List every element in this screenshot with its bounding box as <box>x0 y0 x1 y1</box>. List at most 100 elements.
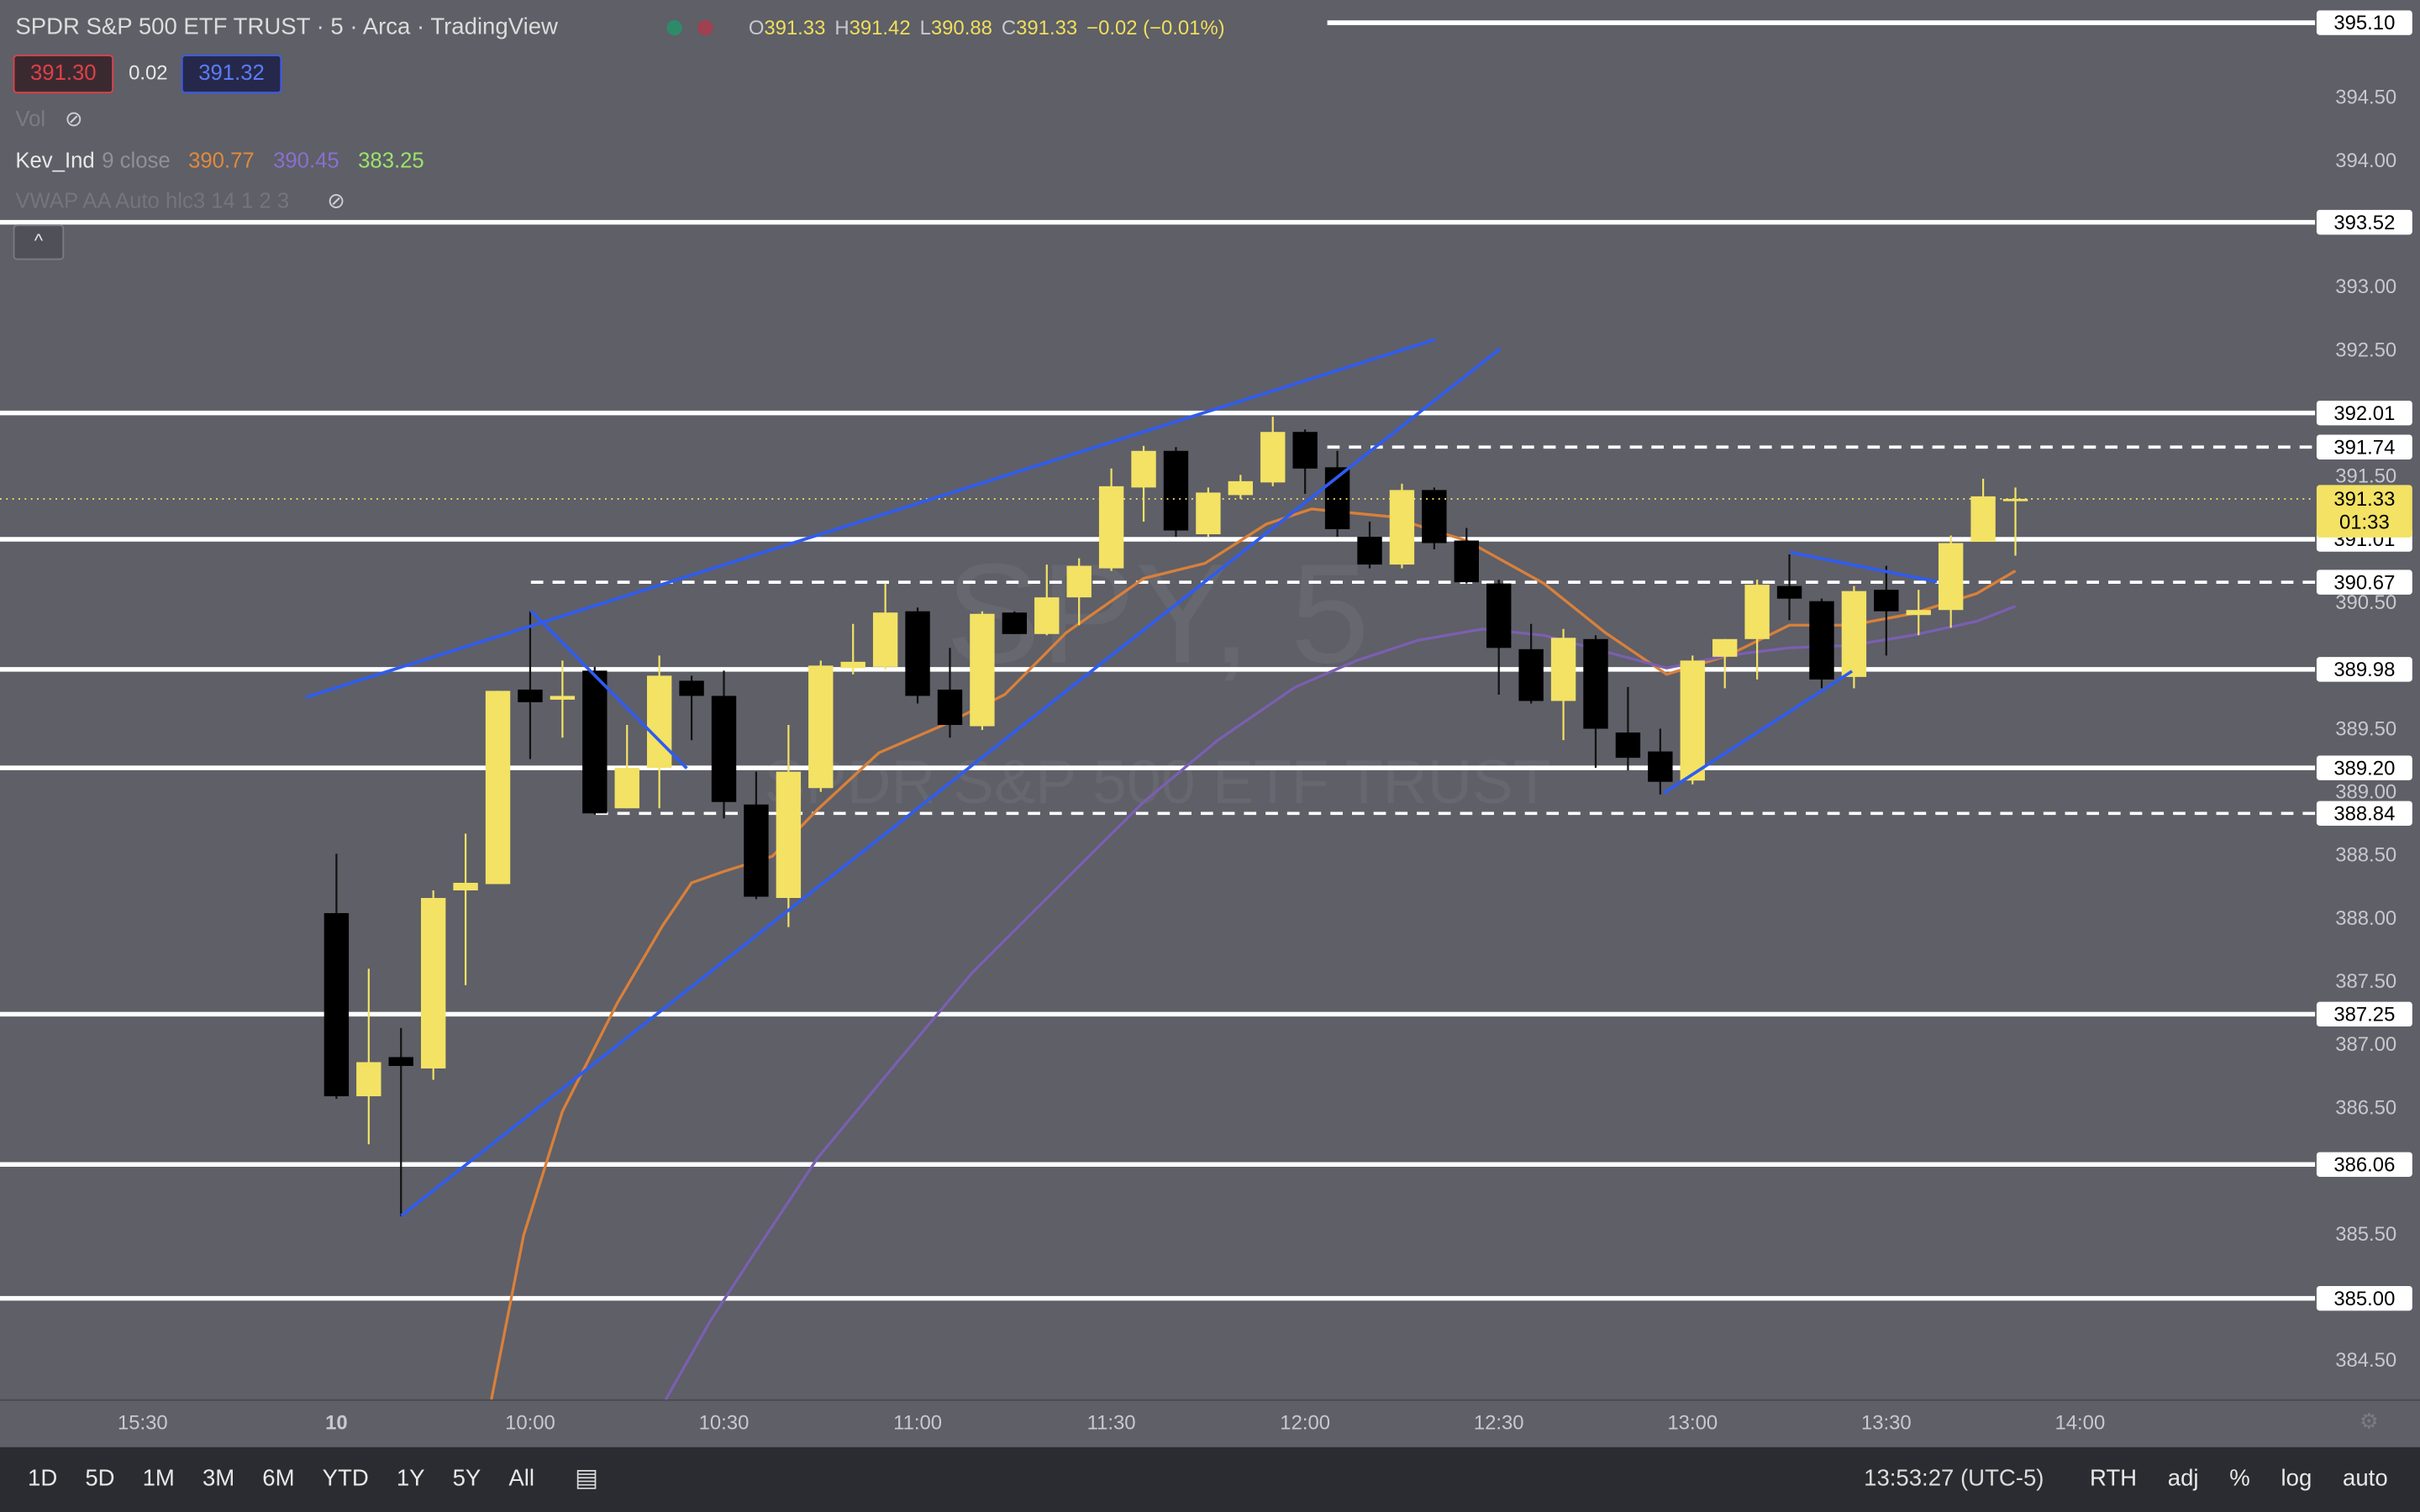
level-label-box <box>2316 755 2412 780</box>
level-label-box <box>2316 434 2412 459</box>
ohlc-value: 391.33 <box>764 17 825 39</box>
level-label-box <box>2316 10 2412 35</box>
bid: 391.30 <box>30 61 97 85</box>
candle-body <box>872 612 898 667</box>
indicator-name: Vol <box>15 108 45 131</box>
chart-option[interactable]: RTH <box>2090 1465 2137 1491</box>
indicator-params: 9 close <box>102 150 170 173</box>
level-label-box <box>2316 400 2412 426</box>
candle-body <box>1776 585 1802 599</box>
candle-body <box>646 675 672 769</box>
indicator-value: 390.45 <box>273 150 339 173</box>
range-button[interactable]: 5Y <box>453 1465 481 1491</box>
candle-body <box>1422 490 1447 543</box>
candle-body <box>776 771 802 899</box>
plot <box>0 20 2316 1400</box>
y-tick-label: 389.50 <box>2335 717 2396 740</box>
last-price-box <box>2316 485 2412 538</box>
candle-body <box>1809 601 1834 680</box>
level-label: 390.67 <box>2333 571 2395 594</box>
candle-body <box>550 696 576 700</box>
x-tick-label: 11:00 <box>893 1412 942 1435</box>
chart-option[interactable]: log <box>2281 1465 2312 1491</box>
candle-body <box>1744 585 1770 639</box>
level-label: 391.74 <box>2333 436 2395 459</box>
x-tick-label: 15:30 <box>118 1412 168 1435</box>
candle-body <box>1970 496 1996 543</box>
hidden-icon[interactable]: ⊘ <box>327 189 345 213</box>
candle-body <box>518 689 543 702</box>
y-tick-label: 391.50 <box>2335 465 2396 488</box>
y-tick-label: 384.50 <box>2335 1349 2396 1372</box>
y-tick-label: 388.00 <box>2335 907 2396 930</box>
indicator-name: Kev_Ind <box>15 150 94 173</box>
range-button[interactable]: YTD <box>323 1465 369 1491</box>
ui: SPDR S&P 500 ETF TRUST · 5 · Arca · Trad… <box>13 13 2379 1492</box>
range-button[interactable]: 3M <box>203 1465 234 1491</box>
candle-body <box>1648 751 1673 782</box>
y-tick-label: 392.50 <box>2335 339 2396 361</box>
y-tick-label: 394.00 <box>2335 150 2396 172</box>
y-tick-label: 394.50 <box>2335 87 2396 109</box>
status-dot <box>697 19 713 36</box>
bid-box[interactable] <box>13 55 113 94</box>
trendline <box>305 338 1436 699</box>
ohlc-key: L <box>920 17 931 39</box>
x-tick-label: 10:00 <box>505 1412 555 1435</box>
hidden-icon[interactable]: ⊘ <box>65 108 83 131</box>
chart-option[interactable]: adj <box>2168 1465 2199 1491</box>
candle-body <box>1874 590 1899 612</box>
ask-box[interactable] <box>181 55 282 94</box>
range-button[interactable]: 1Y <box>397 1465 425 1491</box>
x-tick-label: 10:30 <box>699 1412 750 1435</box>
level-label-box <box>2316 570 2412 595</box>
candle-body <box>485 690 511 885</box>
candle-body <box>1615 732 1641 759</box>
candle-body <box>679 680 704 696</box>
candle-body <box>356 1062 381 1097</box>
settings-icon[interactable]: ⚙ <box>2360 1410 2379 1433</box>
chart-option[interactable]: auto <box>2343 1465 2388 1491</box>
range-button[interactable]: 1D <box>28 1465 57 1491</box>
range-button[interactable]: 5D <box>85 1465 114 1491</box>
x-tick-label: 13:00 <box>1667 1412 1718 1435</box>
date-range-icon[interactable]: ▤ <box>575 1464 598 1492</box>
range-button[interactable]: 1M <box>143 1465 175 1491</box>
y-tick-label: 385.50 <box>2335 1223 2396 1246</box>
y-tick-label: 386.50 <box>2335 1096 2396 1119</box>
level-label: 386.06 <box>2333 1153 2395 1176</box>
y-tick-label: 387.50 <box>2335 970 2396 993</box>
level-label: 387.25 <box>2333 1003 2395 1026</box>
candle-body <box>808 665 834 789</box>
level-label: 392.01 <box>2333 402 2395 425</box>
ma-line <box>490 507 2017 1400</box>
candle-body <box>1712 638 1738 657</box>
indicator-name: VWAP AA Auto hlc3 14 1 2 3 <box>15 189 289 213</box>
level-label: 389.98 <box>2333 659 2395 681</box>
range-button[interactable]: All <box>508 1465 534 1491</box>
candle-body <box>937 689 963 726</box>
level-label-box <box>2316 1001 2412 1027</box>
chart-option[interactable]: % <box>2229 1465 2249 1491</box>
ohlc-value: 390.88 <box>931 17 992 39</box>
level-label-box <box>2316 1285 2412 1311</box>
y-tick-label: 389.00 <box>2335 781 2396 804</box>
ohlc-key: O <box>749 17 765 39</box>
level-label: 389.20 <box>2333 757 2395 780</box>
candle-body <box>1841 591 1867 677</box>
candle-body <box>453 882 478 890</box>
candle-body <box>744 804 769 897</box>
ohlc-key: H <box>834 17 849 39</box>
status-dot <box>666 19 682 36</box>
range-button[interactable]: 6M <box>262 1465 294 1491</box>
candle-body <box>1131 450 1156 488</box>
collapse-button[interactable] <box>13 224 65 260</box>
candle-body <box>1066 565 1092 598</box>
toolbar-bg <box>0 1446 2420 1512</box>
level-label-box <box>2316 1152 2412 1177</box>
level-label: 393.52 <box>2333 212 2395 234</box>
candle-body <box>1938 543 1964 611</box>
candle-body <box>1260 432 1286 483</box>
